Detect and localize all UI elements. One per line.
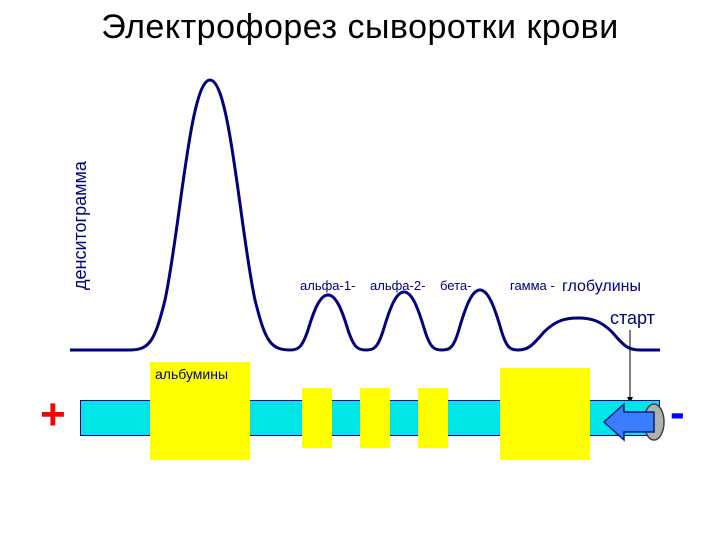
anode-plus: + (40, 390, 66, 440)
label-globulins: глобулины (562, 278, 641, 296)
curve-path (70, 80, 660, 350)
label-alpha1: альфа-1- (300, 278, 355, 293)
sample-arrow (600, 400, 670, 444)
label-gamma: гамма - (510, 278, 555, 293)
cathode-minus: - (670, 388, 685, 438)
densitogram-curve (0, 0, 720, 540)
label-alpha2: альфа-2- (370, 278, 425, 293)
band-beta (418, 388, 448, 448)
diagram-stage: { "canvas": { "w": 720, "h": 540, "bg": … (0, 0, 720, 540)
band-alpha2 (360, 388, 390, 448)
start-label: старт (610, 308, 655, 329)
band-alpha1 (302, 388, 332, 448)
label-beta: бета- (440, 278, 471, 293)
band-gamma (500, 368, 590, 460)
albumin-label: альбумины (155, 366, 228, 382)
